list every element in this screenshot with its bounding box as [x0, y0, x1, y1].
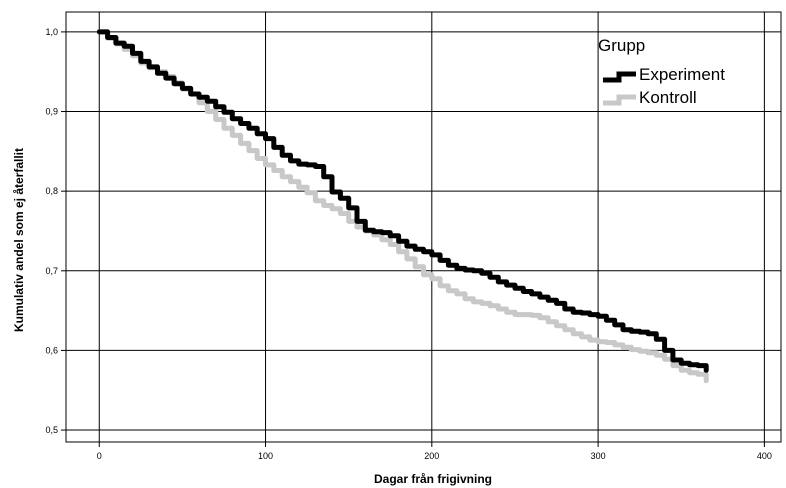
axis-ticks: 0 100 200 300 400 0,5 0,6 0,7 0,8 0,9 1,0	[45, 27, 771, 461]
x-tick-label: 200	[424, 451, 439, 461]
x-axis-label: Dagar från frigivning	[374, 472, 492, 486]
legend-swatch-experiment	[603, 71, 636, 83]
series-lines	[96, 29, 709, 384]
legend-items: Experiment Kontroll	[603, 65, 725, 107]
grid-lines	[66, 12, 781, 442]
legend-label-experiment: Experiment	[639, 65, 725, 84]
y-tick-label: 0,9	[45, 107, 58, 117]
y-tick-label: 0,8	[45, 186, 58, 196]
y-tick-label: 0,6	[45, 345, 58, 355]
legend: Grupp Experiment Kontroll	[598, 36, 725, 107]
x-tick-label: 300	[591, 451, 606, 461]
y-tick-label: 0,7	[45, 266, 58, 276]
series-line-experiment	[96, 29, 709, 373]
plot-frame	[65, 11, 782, 443]
x-tick-label: 100	[258, 451, 273, 461]
legend-label-kontroll: Kontroll	[639, 88, 697, 107]
y-tick-label: 0,5	[45, 425, 58, 435]
series-line-kontroll	[96, 29, 709, 384]
x-tick-label: 0	[97, 451, 102, 461]
y-axis-label: Kumulativ andel som ej återfallit	[12, 148, 26, 332]
legend-title: Grupp	[598, 36, 645, 55]
legend-swatch-kontroll	[603, 94, 636, 106]
x-tick-label: 400	[757, 451, 772, 461]
y-tick-label: 1,0	[45, 27, 58, 37]
